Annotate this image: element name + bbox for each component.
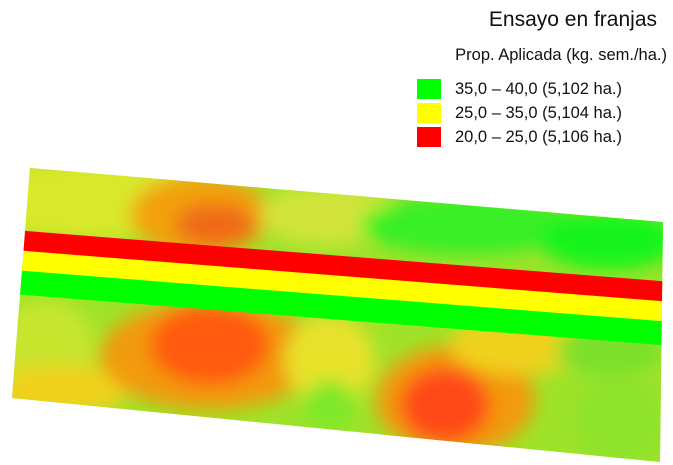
legend-item-medium: 25,0 – 35,0 (5,104 ha.) xyxy=(417,101,667,125)
legend-item-low: 20,0 – 25,0 (5,106 ha.) xyxy=(417,125,667,149)
legend-swatch-yellow xyxy=(417,103,441,123)
yield-heatmap xyxy=(12,168,663,462)
legend: Ensayo en franjas Prop. Aplicada (kg. se… xyxy=(395,8,667,149)
legend-swatch-green xyxy=(417,79,441,99)
legend-label: 20,0 – 25,0 (5,106 ha.) xyxy=(455,127,622,146)
field-polygon xyxy=(12,168,663,462)
legend-label: 25,0 – 35,0 (5,104 ha.) xyxy=(455,103,622,122)
legend-subtitle: Prop. Aplicada (kg. sem./ha.) xyxy=(455,46,667,64)
strip-yellow xyxy=(12,249,663,323)
legend-swatch-red xyxy=(417,127,441,147)
legend-item-high: 35,0 – 40,0 (5,102 ha.) xyxy=(417,77,667,101)
strips xyxy=(12,229,663,346)
strip-green xyxy=(12,269,663,346)
legend-title: Ensayo en franjas xyxy=(488,8,657,31)
legend-label: 35,0 – 40,0 (5,102 ha.) xyxy=(455,79,622,98)
strip-red xyxy=(12,229,663,303)
